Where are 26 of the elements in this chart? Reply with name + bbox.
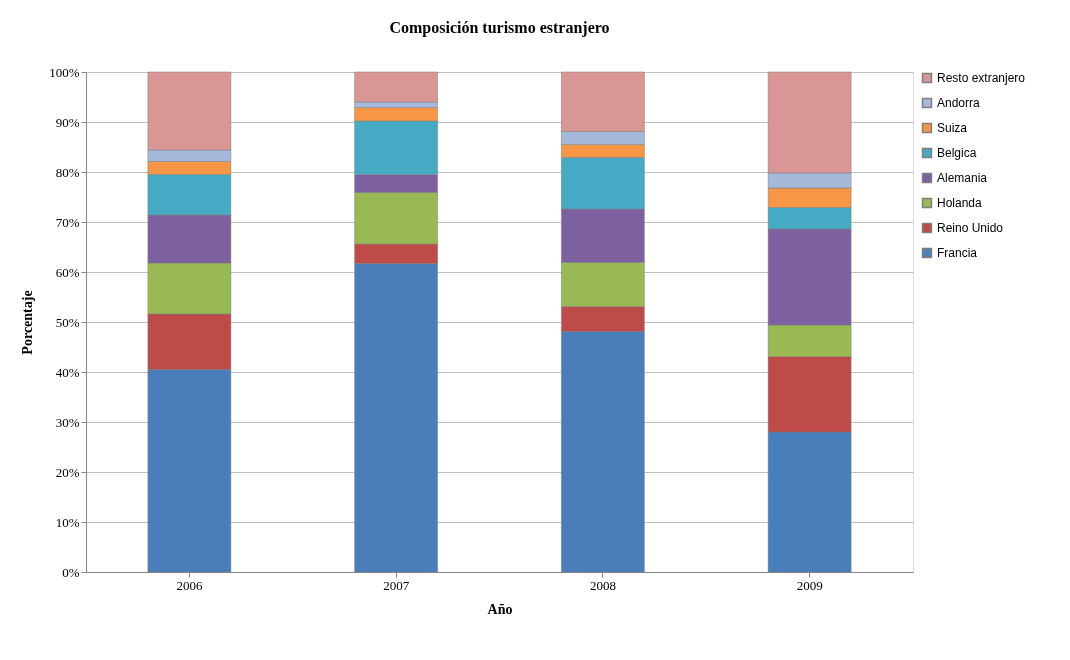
legend-label: Francia [937, 246, 978, 260]
y-tick-label: 40% [55, 364, 80, 380]
y-tick-label: 90% [55, 114, 80, 130]
legend-label: Resto extranjero [937, 71, 1026, 85]
x-tick-label: 2007 [383, 577, 410, 593]
legend-label: Belgica [937, 146, 977, 160]
legend-label: Alemania [937, 171, 988, 185]
y-tick-label: 70% [55, 214, 80, 230]
y-tick-label: 60% [55, 264, 80, 280]
x-tick-label: 2009 [796, 577, 823, 593]
y-tick-label: 0% [62, 564, 80, 580]
y-tick-label: 20% [55, 464, 80, 480]
legend-label: Holanda [937, 196, 983, 210]
y-tick-label: 10% [55, 514, 80, 530]
legend-label: Suiza [937, 121, 968, 135]
legend-label: Reino Unido [937, 221, 1004, 235]
chart-title: Composición turismo estranjero [389, 19, 610, 37]
y-tick-label: 100% [49, 64, 80, 80]
y-tick-label: 30% [55, 414, 80, 430]
y-tick-label: 80% [55, 164, 80, 180]
y-tick-label: 50% [55, 314, 80, 330]
x-tick-label: 2006 [176, 577, 203, 593]
x-tick-label: 2008 [589, 577, 616, 593]
x-axis-title: Año [487, 601, 513, 617]
legend-label: Andorra [937, 96, 981, 110]
y-axis-title: Porcentaje [20, 290, 36, 355]
